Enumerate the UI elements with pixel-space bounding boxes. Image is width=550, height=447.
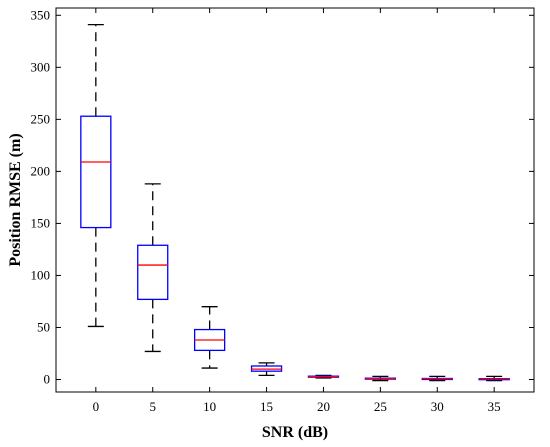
x-tick-label: 10 xyxy=(203,399,216,414)
y-tick-label: 100 xyxy=(31,267,51,282)
y-tick-label: 300 xyxy=(31,59,51,74)
plot-frame xyxy=(55,7,535,393)
x-tick-label: 30 xyxy=(431,399,444,414)
y-tick-label: 150 xyxy=(31,215,51,230)
y-axis: 0 50 100 150 200 250 300 350 xyxy=(31,7,534,387)
y-tick-label: 50 xyxy=(37,319,50,334)
y-axis-label: Position RMSE (m) xyxy=(7,133,24,266)
x-axis-label: SNR (dB) xyxy=(262,424,328,441)
box-30 xyxy=(421,375,453,382)
box-iqr xyxy=(80,115,112,229)
y-tick-label: 350 xyxy=(31,7,51,22)
box-25 xyxy=(364,375,397,382)
box-group xyxy=(80,24,510,382)
box-5 xyxy=(137,183,169,353)
x-tick-label: 5 xyxy=(149,399,156,414)
box-0 xyxy=(80,24,112,328)
x-axis: 0 5 10 15 20 25 30 35 xyxy=(93,8,501,414)
y-tick-label: 250 xyxy=(31,111,51,126)
box-20 xyxy=(307,374,340,379)
box-10 xyxy=(193,306,226,369)
box-iqr xyxy=(137,244,169,301)
y-tick-label: 0 xyxy=(44,372,51,387)
x-tick-label: 0 xyxy=(93,399,100,414)
x-tick-label: 15 xyxy=(260,399,273,414)
box-35 xyxy=(478,375,510,382)
y-tick-label: 200 xyxy=(31,163,51,178)
box-15 xyxy=(250,362,283,376)
x-tick-label: 25 xyxy=(374,399,387,414)
x-tick-label: 35 xyxy=(488,399,501,414)
x-tick-label: 20 xyxy=(317,399,330,414)
